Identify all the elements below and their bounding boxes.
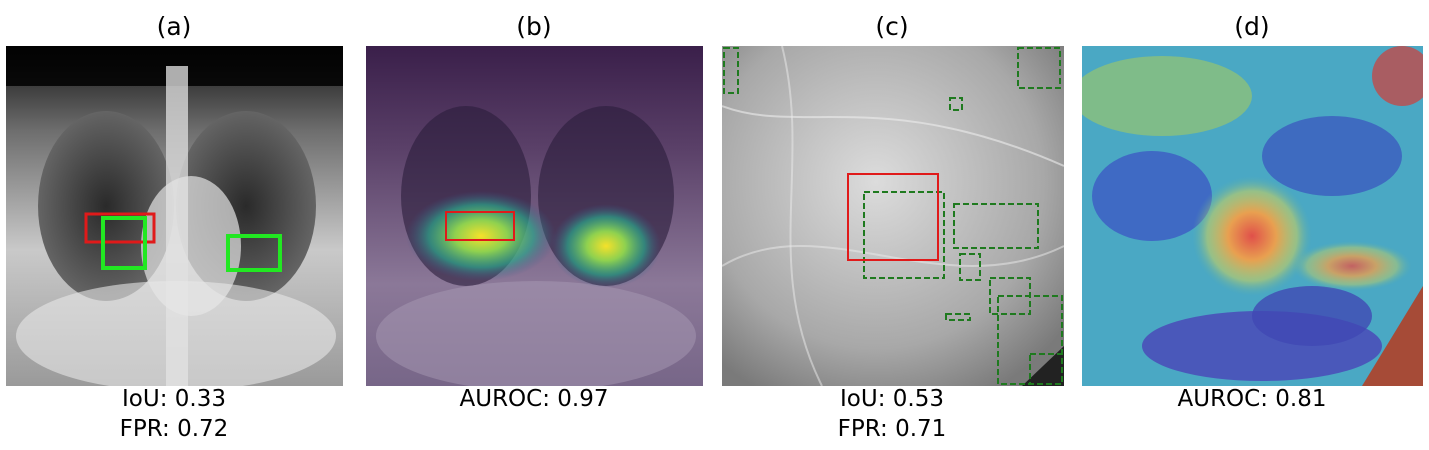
panel-a-title: (a) xyxy=(156,12,192,41)
panel-a-fpr: FPR: 0.72 xyxy=(119,416,229,442)
panel-a-metrics: IoU: 0.33 FPR: 0.72 xyxy=(4,384,344,444)
panel-a-chest-xray xyxy=(6,46,343,386)
panel-c-title: (c) xyxy=(875,12,909,41)
prediction-box-dashed xyxy=(723,47,1063,385)
panel-b-metrics: AUROC: 0.97 xyxy=(364,384,704,414)
panel-b-heatmap xyxy=(366,46,703,386)
panel-c-metrics: IoU: 0.53 FPR: 0.71 xyxy=(722,384,1062,444)
panel-c-mammogram xyxy=(722,46,1064,386)
panel-c-iou: IoU: 0.53 xyxy=(840,386,944,412)
panel-d-auroc: AUROC: 0.81 xyxy=(1177,386,1327,412)
panel-d-title: (d) xyxy=(1234,12,1270,41)
panel-d-metrics: AUROC: 0.81 xyxy=(1082,384,1422,414)
panel-b-auroc: AUROC: 0.97 xyxy=(459,386,609,412)
prediction-box-solid xyxy=(101,216,282,272)
panel-b-title: (b) xyxy=(516,12,552,41)
panel-d-heatmap xyxy=(1082,46,1423,386)
ground-truth-box xyxy=(445,211,515,241)
panel-a-iou: IoU: 0.33 xyxy=(122,386,226,412)
panel-c-fpr: FPR: 0.71 xyxy=(837,416,947,442)
ground-truth-box xyxy=(84,212,156,244)
ground-truth-box xyxy=(847,173,939,261)
